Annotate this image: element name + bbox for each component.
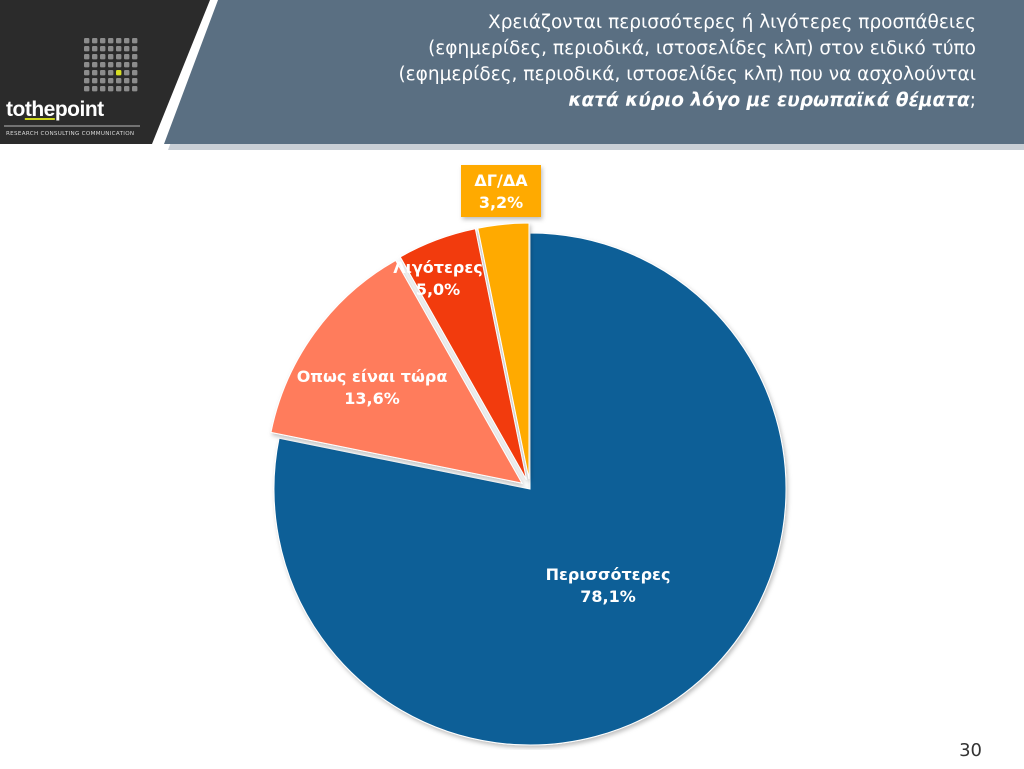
logo-dot	[92, 78, 98, 84]
logo-dot	[84, 54, 90, 60]
logo-dot	[108, 70, 114, 76]
brand-logo: tothepoint	[6, 98, 104, 122]
slice-value-3: 5,0%	[416, 280, 460, 299]
title-emphasis: κατά κύριο λόγο με ευρωπαϊκά θέματα	[568, 90, 970, 111]
logo-dot	[116, 62, 122, 68]
slice-value-2: 13,6%	[344, 389, 400, 408]
logo-dot	[92, 86, 98, 92]
logo-dot	[100, 86, 106, 92]
logo-dot	[132, 62, 138, 68]
logo-dot	[84, 46, 90, 52]
title-line-2: (εφημερίδες, περιοδικά, ιστοσελίδες κλπ)…	[428, 38, 976, 59]
logo-dot	[116, 78, 122, 84]
logo-dot	[92, 54, 98, 60]
pie-chart: Περισσότερες 78,1% Οπως είναι τώρα 13,6% Λιγ…	[270, 165, 787, 746]
logo-dot	[132, 78, 138, 84]
title-panel	[164, 0, 1024, 144]
logo-part-the: the	[24, 98, 56, 121]
brand-tagline: RESEARCH CONSULTING COMMUNICATION	[6, 131, 135, 137]
slice-value-1: 78,1%	[580, 587, 636, 606]
slice-value-4: 3,2%	[479, 193, 523, 212]
page-number: 30	[959, 740, 982, 761]
logo-dot	[108, 62, 114, 68]
logo-dot	[100, 46, 106, 52]
logo-dot	[116, 46, 122, 52]
logo-dot	[124, 78, 130, 84]
slice-label-3: Λιγότερες	[393, 258, 482, 277]
pie-slice-4	[477, 222, 530, 480]
pie-slice-2	[270, 259, 523, 484]
slide-title: Χρειάζονται περισσότερες ή λιγότερες προ…	[236, 10, 976, 114]
logo-dot	[108, 38, 114, 44]
slice-label-2: Οπως είναι τώρα	[297, 367, 448, 386]
logo-dot	[116, 54, 122, 60]
logo-dot	[92, 70, 98, 76]
logo-dot	[84, 86, 90, 92]
slice-label-1: Περισσότερες	[546, 565, 671, 584]
logo-dot	[124, 70, 130, 76]
logo-dot	[124, 46, 130, 52]
logo-dot	[92, 38, 98, 44]
title-line-1: Χρειάζονται περισσότερες ή λιγότερες προ…	[488, 12, 976, 33]
logo-dot	[132, 46, 138, 52]
logo-dot	[116, 86, 122, 92]
logo-dot	[84, 38, 90, 44]
logo-dot	[100, 54, 106, 60]
logo-dot	[84, 78, 90, 84]
logo-dot	[124, 54, 130, 60]
title-line-3: (εφημερίδες, περιοδικά, ιστοσελίδες κλπ)…	[398, 64, 976, 85]
logo-dot	[108, 86, 114, 92]
logo-dot	[124, 62, 130, 68]
logo-dot	[108, 78, 114, 84]
logo-dot	[132, 38, 138, 44]
pie-slice-3	[399, 228, 527, 480]
logo-dot	[132, 70, 138, 76]
logo-dot	[132, 54, 138, 60]
logo-dot	[100, 38, 106, 44]
logo-part-point: point	[54, 98, 104, 121]
logo-dot	[124, 86, 130, 92]
logo-part-to: to	[6, 98, 25, 121]
logo-accent-dot	[116, 70, 122, 76]
logo-dot	[100, 62, 106, 68]
logo-dot	[92, 62, 98, 68]
logo-dot	[84, 62, 90, 68]
logo-dot	[124, 38, 130, 44]
title-end: ;	[969, 90, 976, 111]
logo-dot	[108, 54, 114, 60]
slide-header	[0, 0, 1024, 150]
logo-dot	[92, 46, 98, 52]
slice-label-4: ΔΓ/ΔΑ	[474, 171, 528, 190]
pie-slice-1	[273, 232, 787, 746]
logo-dot	[100, 70, 106, 76]
logo-dot-grid-icon	[84, 38, 138, 92]
label-box-4	[461, 165, 541, 217]
logo-dot	[116, 38, 122, 44]
logo-dot	[132, 86, 138, 92]
logo-dot	[84, 70, 90, 76]
logo-dot	[100, 78, 106, 84]
logo-dot	[108, 46, 114, 52]
